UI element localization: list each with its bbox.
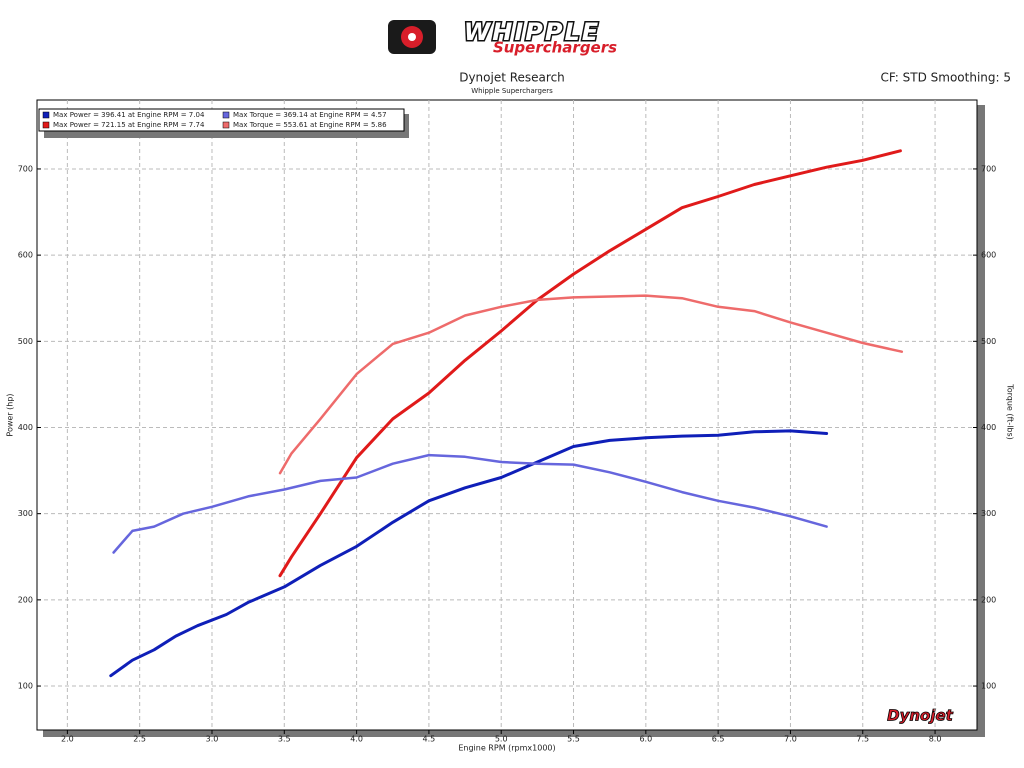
x-tick-label: 4.0: [350, 735, 363, 744]
x-tick-label: 4.5: [423, 735, 436, 744]
x-tick-label: 5.0: [495, 735, 508, 744]
legend-swatch: [42, 121, 50, 129]
y2-tick-label: 300: [981, 509, 996, 518]
legend-swatch: [42, 111, 50, 119]
logo: WHIPPLE Superchargers: [388, 17, 617, 57]
x-tick-label: 6.0: [639, 735, 652, 744]
x-tick-label: 6.5: [712, 735, 725, 744]
chart-subtitle: Whipple Superchargers: [471, 87, 553, 95]
logo-hub: [408, 33, 416, 41]
legend-label: Max Power = 721.15 at Engine RPM = 7.74: [53, 121, 205, 129]
y-axis-label: Power (hp): [6, 393, 15, 436]
corner-note: CF: STD Smoothing: 5: [880, 71, 1011, 85]
legend-label: Max Torque = 553.61 at Engine RPM = 5.86: [233, 121, 387, 129]
legend: [38, 108, 405, 132]
legend-entries: Max Power = 396.41 at Engine RPM = 7.04 M…: [42, 111, 387, 129]
y2-tick-label: 200: [981, 595, 996, 604]
legend-label: Max Power = 396.41 at Engine RPM = 7.04: [53, 111, 205, 119]
chart-title: Dynojet Research: [459, 71, 565, 85]
y-tick-label: 100: [18, 682, 33, 691]
x-axis-label: Engine RPM (rpmx1000): [458, 744, 555, 753]
legend-swatch: [222, 121, 230, 129]
x-tick-label: 3.5: [278, 735, 291, 744]
y2-tick-label: 400: [981, 423, 996, 432]
y2-tick-label: 500: [981, 337, 996, 346]
x-tick-label: 7.5: [856, 735, 869, 744]
logo-subtext: Superchargers: [493, 39, 617, 57]
y-tick-label: 300: [18, 509, 33, 518]
y-tick-label: 200: [18, 595, 33, 604]
data-line: [109, 429, 829, 678]
y2-axis-label: Torque (ft-lbs): [1006, 383, 1015, 440]
x-tick-label: 5.5: [567, 735, 580, 744]
y2-tick-label: 700: [981, 164, 996, 173]
data-line: [278, 294, 904, 475]
plot: 2.0 2.5 3.0 3.5 4.0 4.5 5.0 5.5 6.0 6.5 7.0 7.5 8.0 1…: [18, 100, 996, 744]
legend-swatch: [222, 111, 230, 119]
x-tick-label: 8.0: [929, 735, 942, 744]
y-tick-label: 600: [18, 251, 33, 260]
y2-tick-label: 100: [981, 682, 996, 691]
data-line: [112, 453, 828, 554]
data-line: [278, 149, 902, 578]
x-tick-label: 2.5: [133, 735, 146, 744]
watermark: Dynojet: [887, 707, 954, 725]
y-tick-label: 400: [18, 423, 33, 432]
logo-text: WHIPPLE: [464, 18, 600, 46]
x-tick-label: 7.0: [784, 735, 797, 744]
y2-tick-label: 600: [981, 251, 996, 260]
x-tick-label: 3.0: [206, 735, 219, 744]
plot-area: [36, 99, 978, 731]
legend-label: Max Torque = 369.14 at Engine RPM = 4.57: [233, 111, 387, 119]
x-tick-label: 2.0: [61, 735, 74, 744]
y-tick-label: 700: [18, 164, 33, 173]
y-tick-label: 500: [18, 337, 33, 346]
